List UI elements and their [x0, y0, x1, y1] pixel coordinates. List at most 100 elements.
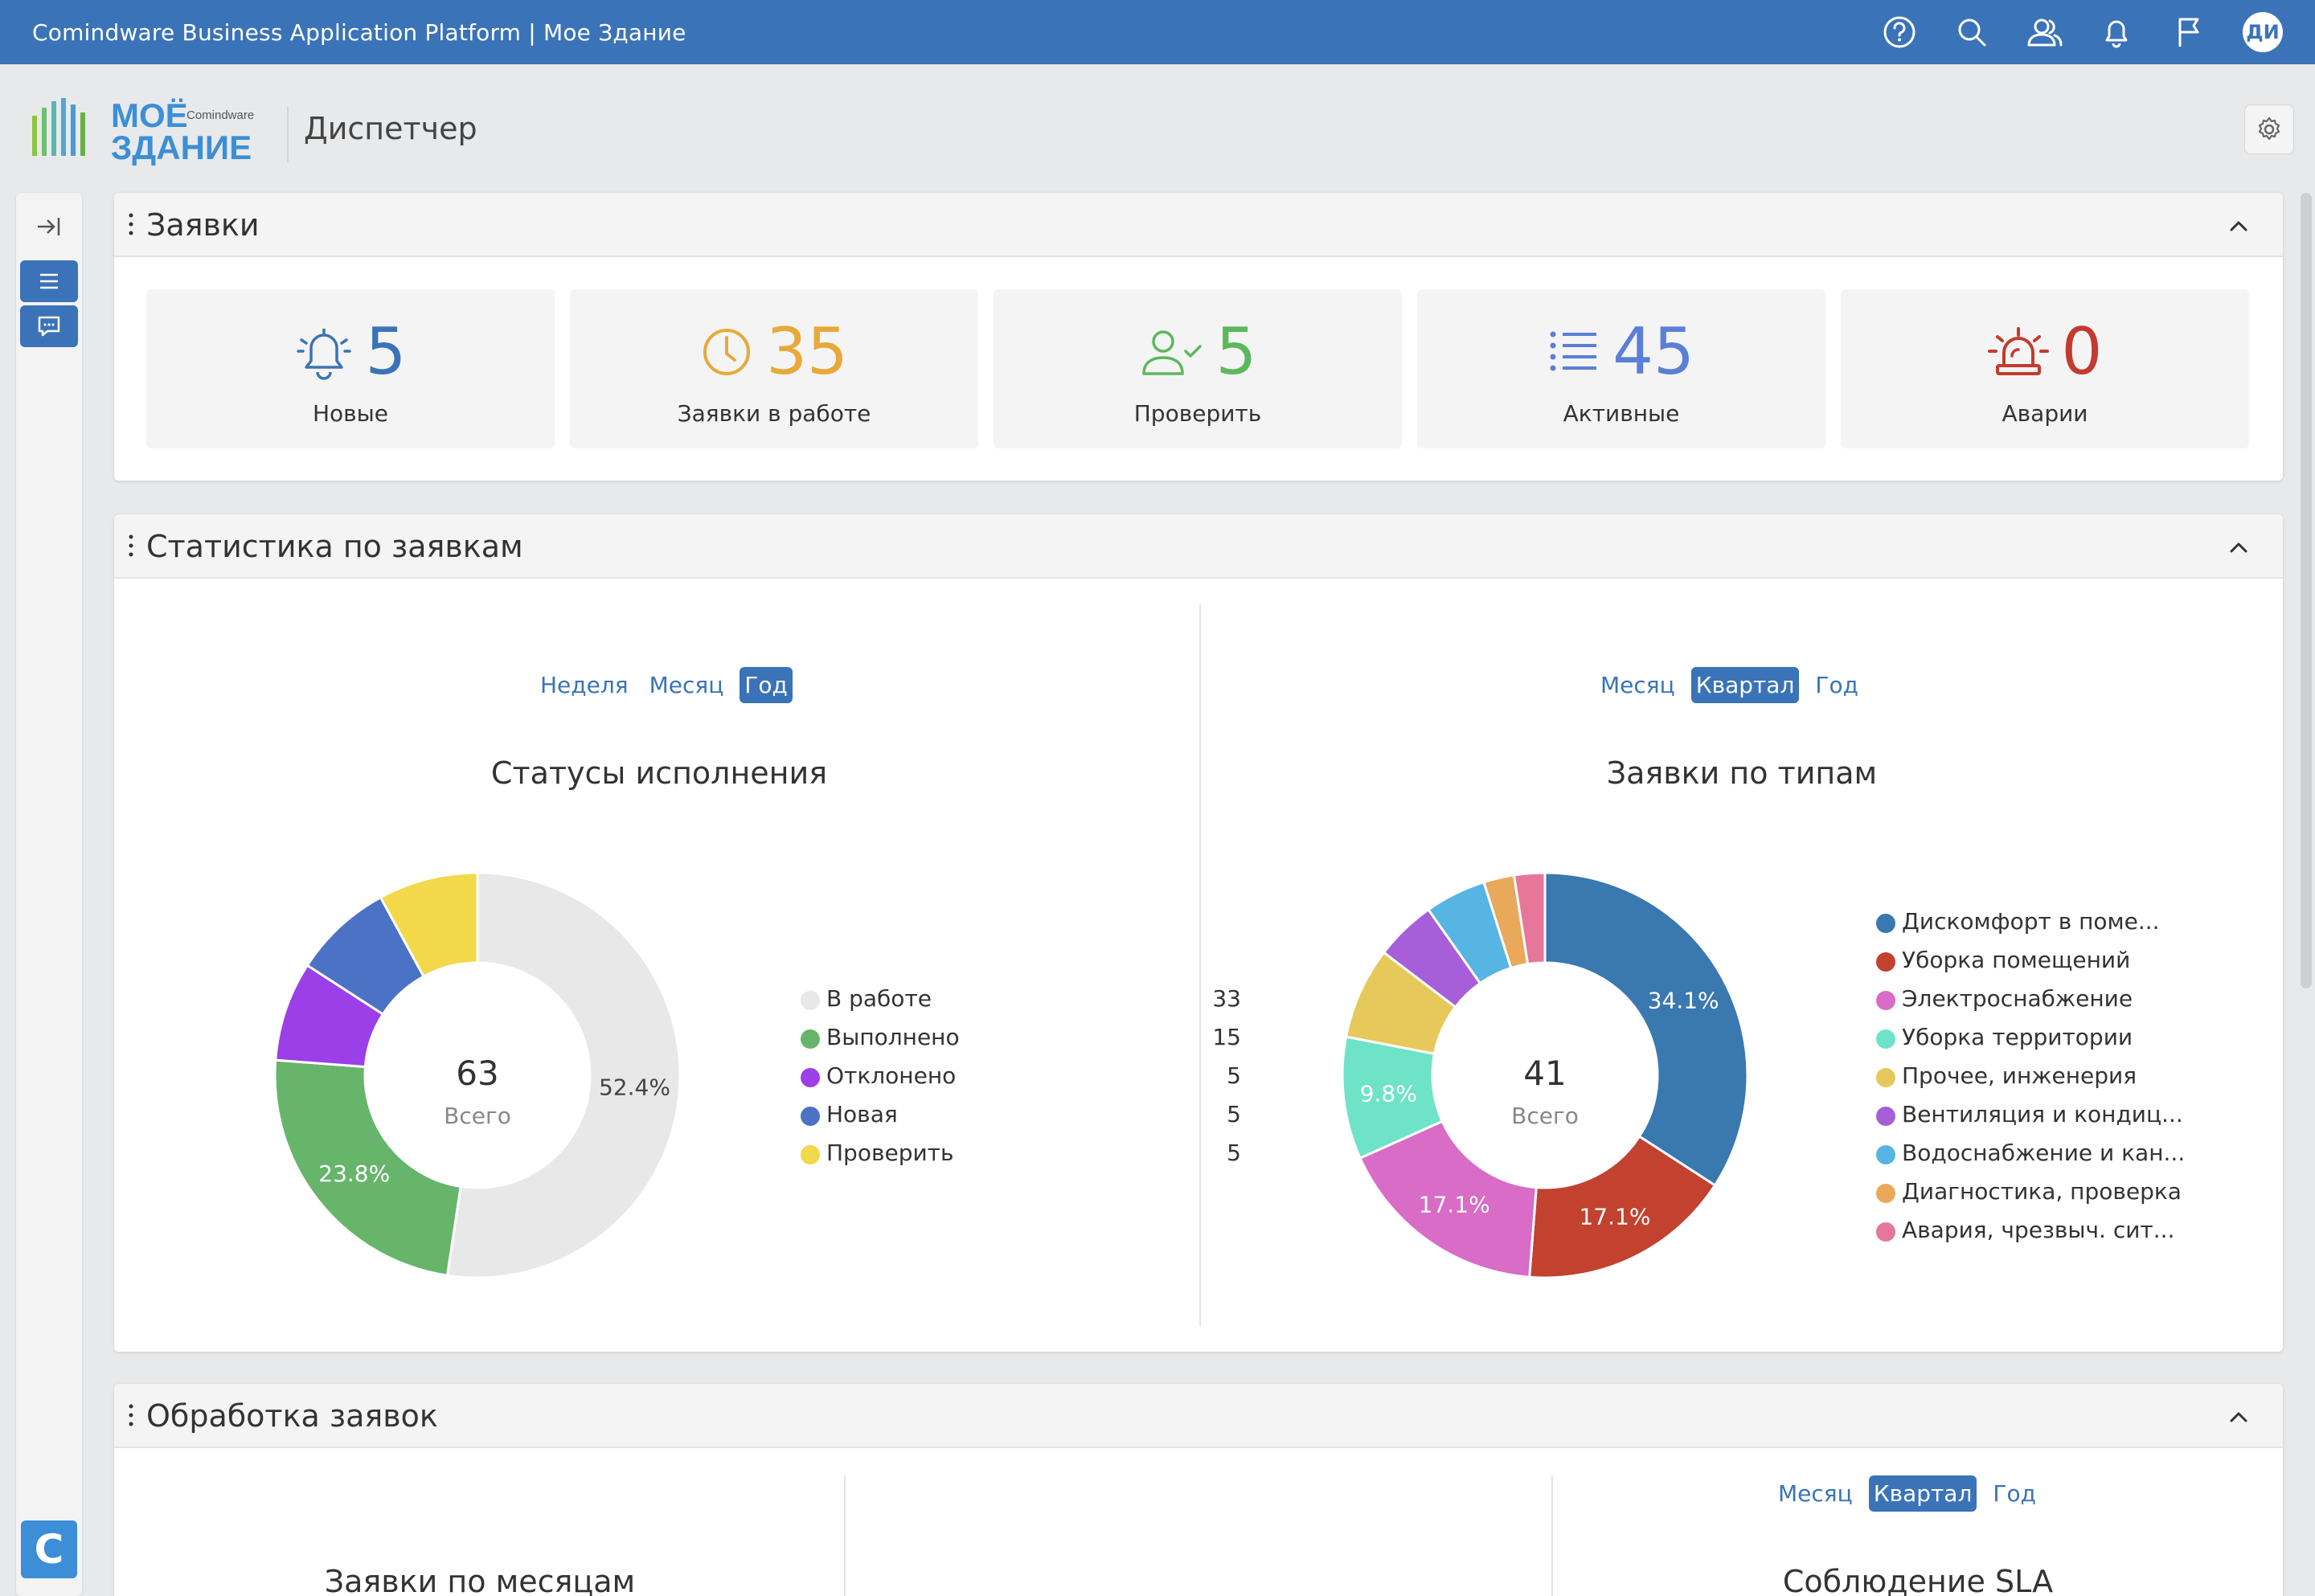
legend-color-marker [1876, 991, 1895, 1010]
expand-rail-button[interactable] [20, 206, 78, 248]
legend-item[interactable]: Проверить 5 [801, 1136, 1241, 1175]
legend-item[interactable]: Уборка помещений7 [1876, 943, 2283, 982]
legend-item[interactable]: В работе 33 [801, 982, 1241, 1021]
legend-label: В работе [826, 985, 932, 1012]
donut-slice[interactable] [1543, 871, 1749, 1188]
kpi-value: 0 [2061, 314, 2103, 389]
left-rail: C [16, 193, 82, 1596]
panel-title: Статистика по заявкам [146, 529, 523, 564]
donut-total-value: 63 [456, 1054, 498, 1093]
kpi-value: 45 [1612, 314, 1694, 389]
top-bar-icons: ДИ [1881, 0, 2283, 64]
processing-panel-header[interactable]: Обработка заявок [114, 1384, 2283, 1448]
legend-item[interactable]: Авария, чрезвыч. сит...1 [1876, 1213, 2283, 1252]
period-quarter[interactable]: Квартал [1690, 667, 1800, 703]
donut-slice[interactable] [273, 1058, 462, 1277]
legend-label: Проверить [826, 1140, 954, 1166]
period-quarter[interactable]: Квартал [1868, 1475, 1977, 1512]
types-legend: Дискомфорт в поме...14Уборка помещений7Э… [1876, 905, 2283, 1252]
chevron-up-icon [2230, 542, 2247, 553]
requests-panel-header[interactable]: Заявки [114, 193, 2283, 257]
messages-button[interactable] [20, 305, 78, 347]
kpi-new[interactable]: 5 Новые [146, 289, 555, 448]
period-week[interactable]: Неделя [540, 672, 629, 698]
period-month[interactable]: Месяц [1778, 1480, 1853, 1507]
chart-title: Соблюдение SLA [1782, 1564, 2054, 1596]
app-logo[interactable]: МОЁ Comindware ЗДАНИЕ [31, 93, 272, 166]
slice-data-label: 17.1% [1579, 1204, 1650, 1230]
donut-slice[interactable] [379, 871, 479, 979]
flag-icon[interactable] [2170, 14, 2207, 51]
stats-panel-header[interactable]: Статистика по заявкам [114, 514, 2283, 579]
help-icon[interactable] [1881, 14, 1918, 51]
legend-color-marker [1876, 914, 1895, 933]
menu-button[interactable] [20, 260, 78, 302]
legend-label: Авария, чрезвыч. сит... [1902, 1217, 2175, 1243]
bell-icon[interactable] [2098, 14, 2135, 51]
legend-color-marker [1876, 1107, 1895, 1126]
legend-item[interactable]: Дискомфорт в поме...14 [1876, 905, 2283, 943]
user-check-icon [1141, 330, 1202, 375]
legend-label: Уборка помещений [1902, 947, 2131, 973]
period-year[interactable]: Год [1815, 672, 1858, 698]
legend-item[interactable]: Отклонено 5 [801, 1059, 1241, 1098]
donut-total-label: Всего [1511, 1103, 1579, 1129]
legend-label: Дискомфорт в поме... [1902, 908, 2160, 935]
legend-item[interactable]: Вентиляция и кондиц...2 [1876, 1098, 2283, 1136]
kpi-label: Заявки в работе [677, 400, 871, 427]
legend-value: 5 [1227, 1101, 1241, 1127]
legend-color-marker [1876, 1068, 1895, 1087]
legend-item[interactable]: Новая 5 [801, 1098, 1241, 1136]
platform-logo-icon[interactable]: C [21, 1520, 77, 1578]
legend-item[interactable]: Выполнено 15 [801, 1021, 1241, 1059]
legend-color-marker [801, 1145, 820, 1164]
period-month[interactable]: Месяц [649, 672, 724, 698]
donut-slice[interactable] [445, 871, 682, 1279]
donut-total-label: Всего [444, 1103, 511, 1129]
period-year[interactable]: Год [1993, 1480, 2036, 1507]
menu-icon [40, 273, 58, 289]
legend-label: Отклонено [826, 1062, 957, 1089]
donut-slice[interactable] [1358, 1119, 1538, 1279]
period-month[interactable]: Месяц [1600, 672, 1675, 698]
panel-title: Обработка заявок [146, 1398, 438, 1434]
stats-panel: Статистика по заявкам Неделя Месяц Год С… [114, 514, 2283, 1352]
legend-item[interactable]: Электроснабжение7 [1876, 982, 2283, 1021]
settings-button[interactable] [2244, 104, 2294, 154]
logo-text-bottom: ЗДАНИЕ [111, 129, 252, 166]
users-icon[interactable] [2026, 14, 2063, 51]
kpi-value: 5 [1215, 314, 1257, 389]
page-scrollbar[interactable] [2301, 193, 2312, 988]
legend-color-marker [1876, 952, 1895, 972]
kpi-active[interactable]: 45 Активные [1417, 289, 1825, 448]
page-header: МОЁ Comindware ЗДАНИЕ Диспетчер [0, 64, 2315, 193]
legend-color-marker [801, 1107, 820, 1126]
kpi-in-progress[interactable]: 35 Заявки в работе [570, 289, 978, 448]
alarm-icon [1987, 327, 2049, 375]
kpi-alarms[interactable]: 0 Аварии [1841, 289, 2249, 448]
period-selector: Неделя Месяц Год [535, 667, 793, 703]
donut-slice[interactable] [1528, 1135, 1717, 1279]
donut-slice[interactable] [1512, 871, 1547, 966]
legend-value: 15 [1212, 1024, 1241, 1050]
legend-item[interactable]: Уборка территории4 [1876, 1021, 2283, 1059]
legend-item[interactable]: Водоснабжение и кан...2 [1876, 1136, 2283, 1175]
kpi-to-check[interactable]: 5 Проверить [994, 289, 1402, 448]
header-divider [287, 106, 289, 162]
legend-color-marker [801, 1068, 820, 1087]
kpi-label: Аварии [2002, 400, 2088, 427]
avatar[interactable]: ДИ [2243, 12, 2283, 52]
chat-icon [38, 316, 60, 337]
slice-data-label: 17.1% [1419, 1191, 1490, 1217]
kpi-label: Новые [312, 400, 389, 427]
app-title: Comindware Business Application Platform… [32, 18, 686, 46]
donut-total-value: 41 [1523, 1054, 1566, 1093]
search-icon[interactable] [1953, 14, 1990, 51]
legend-item[interactable]: Диагностика, проверка1 [1876, 1175, 2283, 1213]
slice-data-label: 9.8% [1360, 1080, 1417, 1107]
legend-item[interactable]: Прочее, инженерия3 [1876, 1059, 2283, 1098]
chart-title: Заявки по месяцам [324, 1564, 636, 1596]
legend-label: Выполнено [826, 1024, 960, 1050]
period-year[interactable]: Год [740, 667, 793, 703]
chart-title: Заявки по типам [1606, 755, 1878, 791]
